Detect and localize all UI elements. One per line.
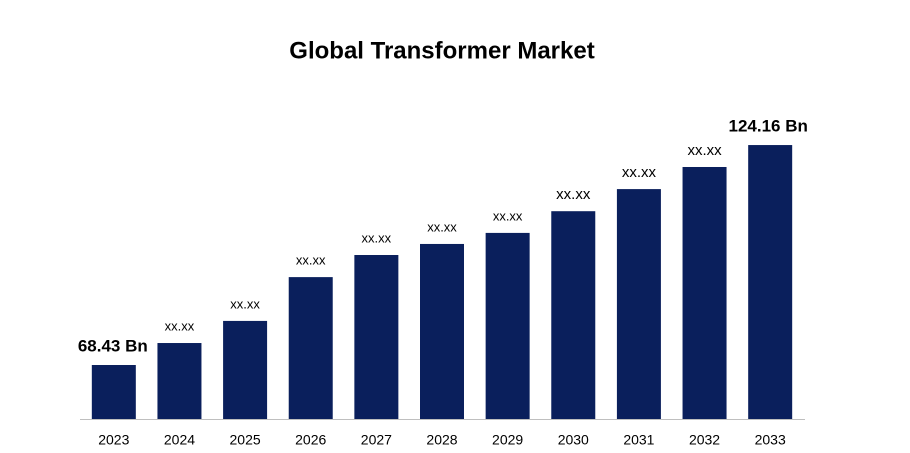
value-label: xx.xx — [493, 208, 523, 223]
x-tick-label: 2023 — [98, 432, 129, 448]
bar — [616, 189, 661, 419]
x-tick-label: 2029 — [492, 432, 523, 448]
bar — [485, 232, 530, 419]
value-label: xx.xx — [687, 142, 722, 159]
x-tick-label: 2032 — [689, 432, 720, 448]
bar — [157, 343, 202, 419]
x-tick-label: 2031 — [623, 432, 654, 448]
value-label: 68.43 Bn — [78, 336, 148, 355]
bar — [551, 211, 596, 419]
x-tick-label: 2027 — [361, 432, 392, 448]
bar — [748, 145, 793, 419]
x-tick-label: 2030 — [558, 432, 589, 448]
chart-title: Global Transformer Market — [289, 37, 594, 64]
bar — [682, 166, 727, 419]
value-label: xx.xx — [230, 296, 260, 311]
x-tick-label: 2025 — [230, 432, 261, 448]
value-label: xx.xx — [556, 186, 591, 203]
bar — [288, 277, 333, 419]
value-label: xx.xx — [362, 230, 392, 245]
value-label: 124.16 Bn — [728, 117, 807, 136]
x-tick-label: 2024 — [164, 432, 195, 448]
x-tick-label: 2028 — [426, 432, 457, 448]
x-tick-label: 2026 — [295, 432, 326, 448]
value-label: xx.xx — [165, 318, 195, 333]
x-tick-label: 2033 — [755, 432, 786, 448]
bar — [420, 243, 464, 419]
value-label: xx.xx — [427, 219, 457, 234]
value-label: xx.xx — [296, 253, 326, 268]
bar — [354, 255, 399, 419]
bar — [91, 365, 136, 419]
value-label: xx.xx — [622, 164, 657, 181]
bar — [223, 320, 268, 419]
